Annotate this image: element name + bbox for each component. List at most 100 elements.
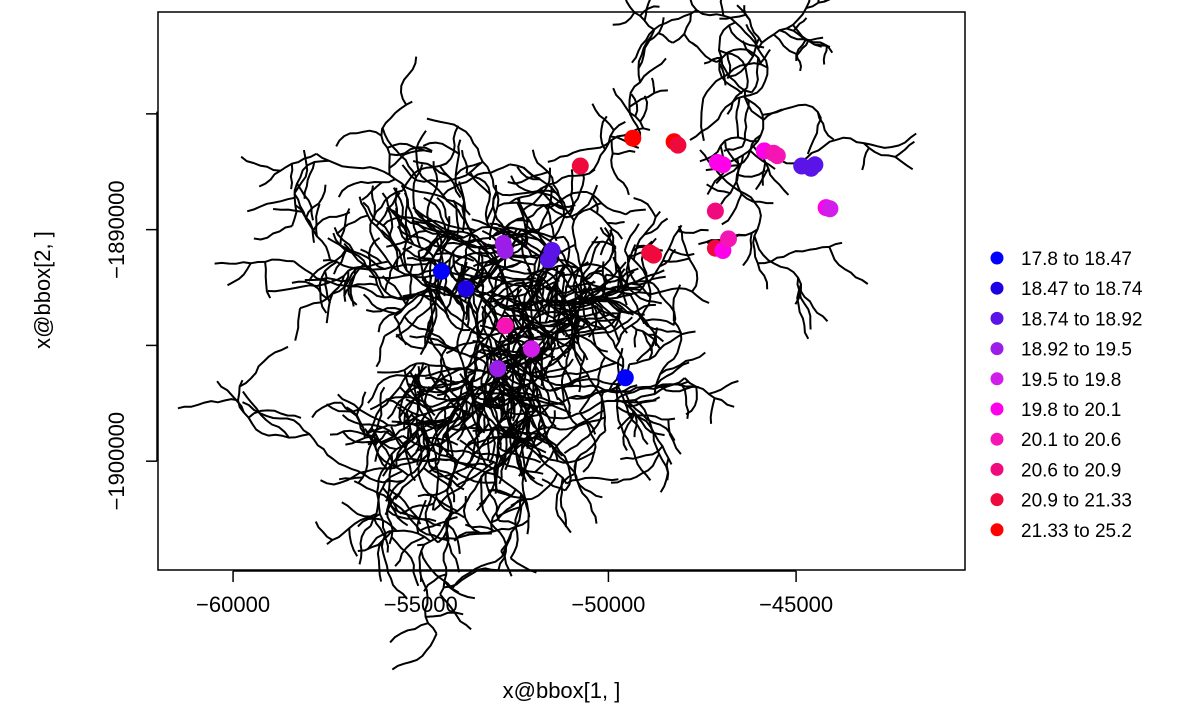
legend-label: 20.9 to 21.33 — [1021, 491, 1132, 512]
data-point — [571, 157, 589, 175]
river-segment — [699, 149, 769, 290]
river-segment — [655, 361, 690, 386]
plot-frame — [157, 11, 966, 571]
river-segment — [526, 268, 542, 316]
river-segment — [554, 306, 575, 316]
river-segment — [467, 272, 491, 283]
river-segment — [658, 32, 674, 44]
river-segment — [536, 330, 575, 341]
river-segment — [439, 378, 458, 385]
river-segment — [362, 293, 396, 315]
river-segment — [568, 341, 583, 362]
river-segment — [659, 351, 706, 375]
river-segment — [556, 358, 574, 386]
river-segment — [324, 270, 332, 304]
river-segment — [662, 257, 691, 263]
river-segment — [498, 431, 510, 485]
legend-label: 19.5 to 19.8 — [1021, 370, 1121, 391]
river-segment — [406, 257, 429, 262]
legend-swatch — [990, 402, 1004, 416]
data-point — [539, 251, 557, 269]
river-segment — [634, 399, 673, 465]
river-segment — [548, 319, 584, 328]
river-segment — [495, 168, 596, 197]
river-segment — [863, 142, 914, 171]
river-segment — [465, 395, 527, 466]
river-segment — [363, 395, 462, 438]
river-segment — [348, 528, 359, 557]
river-segment — [333, 226, 355, 253]
river-segment — [720, 158, 740, 205]
river-segment — [337, 178, 396, 198]
river-segment — [435, 436, 530, 535]
river-segment — [511, 312, 525, 353]
river-segment — [715, 164, 740, 185]
river-segment — [561, 323, 579, 345]
legend-label: 19.8 to 20.1 — [1021, 400, 1121, 421]
river-segment — [361, 181, 383, 201]
river-segment — [315, 203, 321, 237]
legend-label: 18.92 to 19.5 — [1021, 340, 1132, 361]
river-segment — [616, 405, 676, 421]
river-segment — [293, 193, 332, 261]
river-segment — [454, 411, 481, 450]
x-tick-label: −55000 — [384, 592, 458, 617]
river-segment — [543, 204, 558, 242]
river-segment — [291, 280, 328, 300]
river-segment — [401, 160, 484, 183]
river-segment — [639, 95, 649, 123]
river-segment — [412, 365, 428, 381]
river-segment — [625, 208, 646, 216]
river-segment — [459, 190, 466, 232]
data-point — [768, 147, 786, 165]
river-segment — [589, 207, 624, 240]
data-point — [645, 246, 662, 264]
river-segment — [506, 396, 568, 485]
river-segment — [381, 215, 477, 232]
river-segment — [683, 33, 698, 48]
river-segment — [402, 247, 440, 271]
river-segment — [409, 335, 458, 350]
river-segment — [762, 108, 783, 121]
river-segment — [437, 458, 457, 544]
river-segment — [614, 254, 652, 349]
river-segment — [668, 247, 695, 257]
river-segment — [489, 222, 543, 255]
river-segment — [424, 386, 439, 427]
legend-label: 21.33 to 25.2 — [1021, 521, 1132, 542]
river-segment — [559, 249, 625, 368]
river-segment — [355, 391, 367, 417]
river-segment — [610, 140, 630, 196]
legend-swatch — [990, 432, 1004, 446]
river-segment — [459, 317, 486, 356]
river-segment — [538, 298, 634, 324]
legend-swatch — [990, 251, 1004, 265]
river-segment — [446, 241, 500, 250]
river-segment — [613, 307, 624, 329]
river-segment — [531, 149, 565, 242]
river-segment — [381, 275, 408, 306]
river-segment — [461, 149, 469, 174]
river-segment — [517, 352, 527, 397]
river-segment — [304, 184, 327, 219]
river-segment — [369, 470, 404, 527]
river-segment — [473, 307, 487, 370]
x-tick-label: −45000 — [759, 592, 833, 617]
river-segment — [293, 149, 309, 195]
data-points — [432, 129, 839, 387]
river-segment — [582, 420, 597, 473]
river-segment — [591, 194, 599, 213]
river-segment — [745, 23, 758, 44]
legend-label: 20.1 to 20.6 — [1021, 430, 1121, 451]
river-segment — [542, 325, 578, 335]
river-segment — [392, 187, 404, 222]
river-segment — [434, 229, 471, 332]
river-segment — [650, 77, 656, 94]
river-segment — [757, 0, 811, 50]
river-segment — [518, 401, 572, 415]
river-segment — [593, 312, 620, 320]
river-segment — [534, 416, 606, 473]
river-segment — [394, 426, 431, 501]
river-segment — [476, 349, 542, 381]
